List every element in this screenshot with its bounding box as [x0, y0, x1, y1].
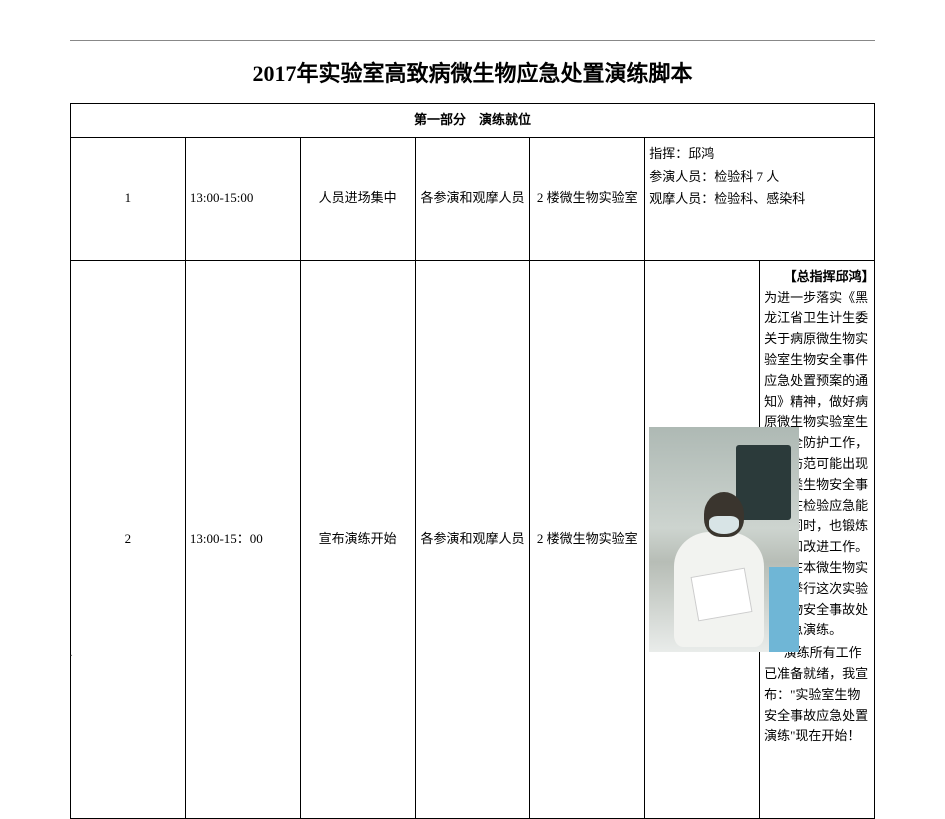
row-location: 2 楼微生物实验室 [530, 260, 645, 818]
row-index: 1 [71, 137, 186, 260]
content-line: 指挥：邱鸿 [649, 144, 870, 165]
horizontal-rule [70, 40, 875, 41]
row-people: 各参演和观摩人员 [415, 137, 530, 260]
page-number: . [70, 647, 73, 659]
row-time: 13:00-15：00 [185, 260, 300, 818]
content-line: 参演人员：检验科 7 人 [649, 167, 870, 188]
table-row: 1 13:00-15:00 人员进场集中 各参演和观摩人员 2 楼微生物实验室 … [71, 137, 875, 260]
section-header: 第一部分 演练就位 [71, 104, 875, 138]
row-time: 13:00-15:00 [185, 137, 300, 260]
lab-photo [649, 427, 799, 652]
document-title: 2017年实验室高致病微生物应急处置演练脚本 [70, 56, 875, 88]
content-paragraph: 演练所有工作已准备就绪，我宣布："实验室生物安全事故应急处置演练"现在开始！ [764, 643, 870, 747]
commander-label: 【总指挥邱鸿】 [784, 269, 875, 284]
row-event: 人员进场集中 [300, 137, 415, 260]
row-content: 指挥：邱鸿 参演人员：检验科 7 人 观摩人员：检验科、感染科 [645, 137, 875, 260]
row-event: 宣布演练开始 [300, 260, 415, 818]
row-people: 各参演和观摩人员 [415, 260, 530, 818]
row-index: 2 [71, 260, 186, 818]
drill-script-table: 第一部分 演练就位 1 13:00-15:00 人员进场集中 各参演和观摩人员 … [70, 103, 875, 819]
table-row: 2 13:00-15：00 宣布演练开始 各参演和观摩人员 2 楼微生物实验室 … [71, 260, 875, 818]
row-location: 2 楼微生物实验室 [530, 137, 645, 260]
row-photo [645, 260, 760, 818]
content-line: 观摩人员：检验科、感染科 [649, 189, 870, 210]
